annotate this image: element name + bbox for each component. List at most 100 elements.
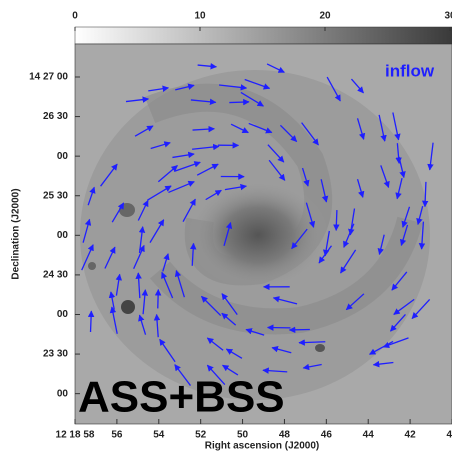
- velocity-arrow: [190, 98, 217, 106]
- velocity-arrow: [350, 78, 364, 94]
- velocity-arrow: [318, 245, 333, 264]
- colorbar-tick-label: 0: [72, 11, 78, 22]
- velocity-arrow: [159, 338, 176, 363]
- velocity-arrow: [182, 198, 196, 222]
- velocity-arrow: [206, 364, 226, 386]
- velocity-arrow: [262, 367, 288, 374]
- y-tick-label: 25 30: [43, 190, 68, 201]
- x-tick-label: 56: [111, 430, 123, 441]
- velocity-arrow: [87, 186, 96, 206]
- x-tick-label: 54: [153, 430, 165, 441]
- velocity-arrow: [378, 114, 387, 142]
- velocity-arrow: [291, 228, 308, 250]
- velocity-arrow: [87, 310, 95, 333]
- velocity-arrow: [168, 180, 195, 194]
- velocity-arrow: [340, 249, 357, 274]
- x-tick-label: 42: [405, 430, 417, 441]
- velocity-arrow: [380, 165, 390, 189]
- velocity-arrow: [266, 63, 285, 73]
- velocity-arrow: [267, 144, 285, 163]
- velocity-arrow: [320, 179, 329, 203]
- velocity-arrow: [206, 337, 224, 351]
- velocity-arrow: [393, 298, 415, 315]
- velocity-arrow: [138, 314, 147, 335]
- galaxy-image: [75, 44, 452, 424]
- velocity-arrow: [271, 345, 292, 354]
- velocity-arrow: [356, 118, 366, 140]
- y-tick-label: 00: [57, 151, 69, 162]
- colorbar-tick-label: 30: [444, 11, 452, 22]
- x-tick-label: 48: [279, 430, 291, 441]
- velocity-arrow: [248, 122, 273, 134]
- velocity-arrow: [221, 312, 237, 326]
- velocity-arrow: [175, 83, 195, 91]
- velocity-arrow: [345, 293, 365, 311]
- x-tick-label: 12 18 58: [56, 430, 95, 441]
- velocity-arrow: [189, 242, 197, 266]
- velocity-arrow: [104, 246, 116, 269]
- velocity-arrow: [245, 328, 265, 336]
- velocity-arrow: [244, 78, 271, 90]
- velocity-arrow: [377, 234, 385, 256]
- y-tick-label: 00: [57, 309, 69, 320]
- velocity-arrow: [125, 96, 150, 103]
- x-tick-label: 44: [363, 430, 375, 441]
- velocity-arrow: [197, 63, 217, 70]
- velocity-arrow: [133, 244, 145, 270]
- velocity-arrow: [111, 202, 125, 223]
- velocity-arrow: [411, 298, 431, 320]
- velocity-arrow: [154, 288, 162, 309]
- y-tick-label: 24 30: [43, 270, 68, 281]
- colorbar-tick-label: 10: [194, 11, 206, 22]
- inflow-label: inflow: [385, 61, 435, 80]
- velocity-arrow: [322, 230, 330, 257]
- velocity-arrow: [298, 339, 326, 346]
- velocity-arrow: [279, 124, 298, 142]
- velocity-arrow: [390, 314, 406, 332]
- velocity-arrow: [174, 269, 186, 298]
- velocity-arrow: [392, 112, 401, 141]
- velocity-arrow: [192, 125, 215, 133]
- velocity-arrow: [196, 163, 219, 176]
- velocity-arrow: [147, 185, 172, 201]
- velocity-arrow: [161, 271, 174, 299]
- velocity-arrow: [221, 293, 238, 316]
- velocity-arrow: [224, 183, 247, 191]
- velocity-arrow: [421, 181, 429, 208]
- velocity-arrow: [333, 210, 340, 231]
- velocity-arrow: [398, 156, 406, 179]
- arrow-layer: [81, 63, 434, 386]
- velocity-arrow: [148, 85, 170, 92]
- velocity-arrow: [305, 202, 316, 228]
- x-tick-label: 46: [321, 430, 333, 441]
- velocity-arrow: [229, 98, 250, 106]
- velocity-arrow: [382, 337, 409, 349]
- velocity-arrow: [223, 221, 233, 246]
- y-axis-label: Declination (J2000): [11, 188, 22, 279]
- velocity-arrow: [401, 206, 411, 228]
- velocity-arrow: [205, 189, 222, 201]
- velocity-arrow: [157, 165, 178, 183]
- velocity-arrow: [81, 244, 94, 271]
- velocity-arrow: [135, 272, 142, 299]
- velocity-arrow: [174, 364, 192, 386]
- x-tick-label: 40: [446, 430, 452, 441]
- velocity-arrow: [173, 161, 201, 173]
- velocity-arrow: [82, 218, 92, 243]
- x-tick-label: 52: [195, 430, 207, 441]
- velocity-arrow: [343, 223, 355, 248]
- velocity-arrow: [230, 123, 249, 134]
- velocity-arrow: [372, 360, 394, 368]
- velocity-arrow: [395, 178, 403, 200]
- velocity-arrow: [418, 221, 426, 250]
- velocity-arrow: [153, 313, 161, 338]
- velocity-arrow: [162, 253, 170, 272]
- velocity-arrow: [301, 122, 319, 146]
- velocity-arrow: [134, 125, 154, 137]
- velocity-arrow: [240, 91, 264, 107]
- velocity-arrow: [201, 295, 222, 317]
- velocity-arrow: [137, 199, 149, 221]
- velocity-arrow: [268, 159, 286, 181]
- velocity-arrow: [115, 273, 122, 296]
